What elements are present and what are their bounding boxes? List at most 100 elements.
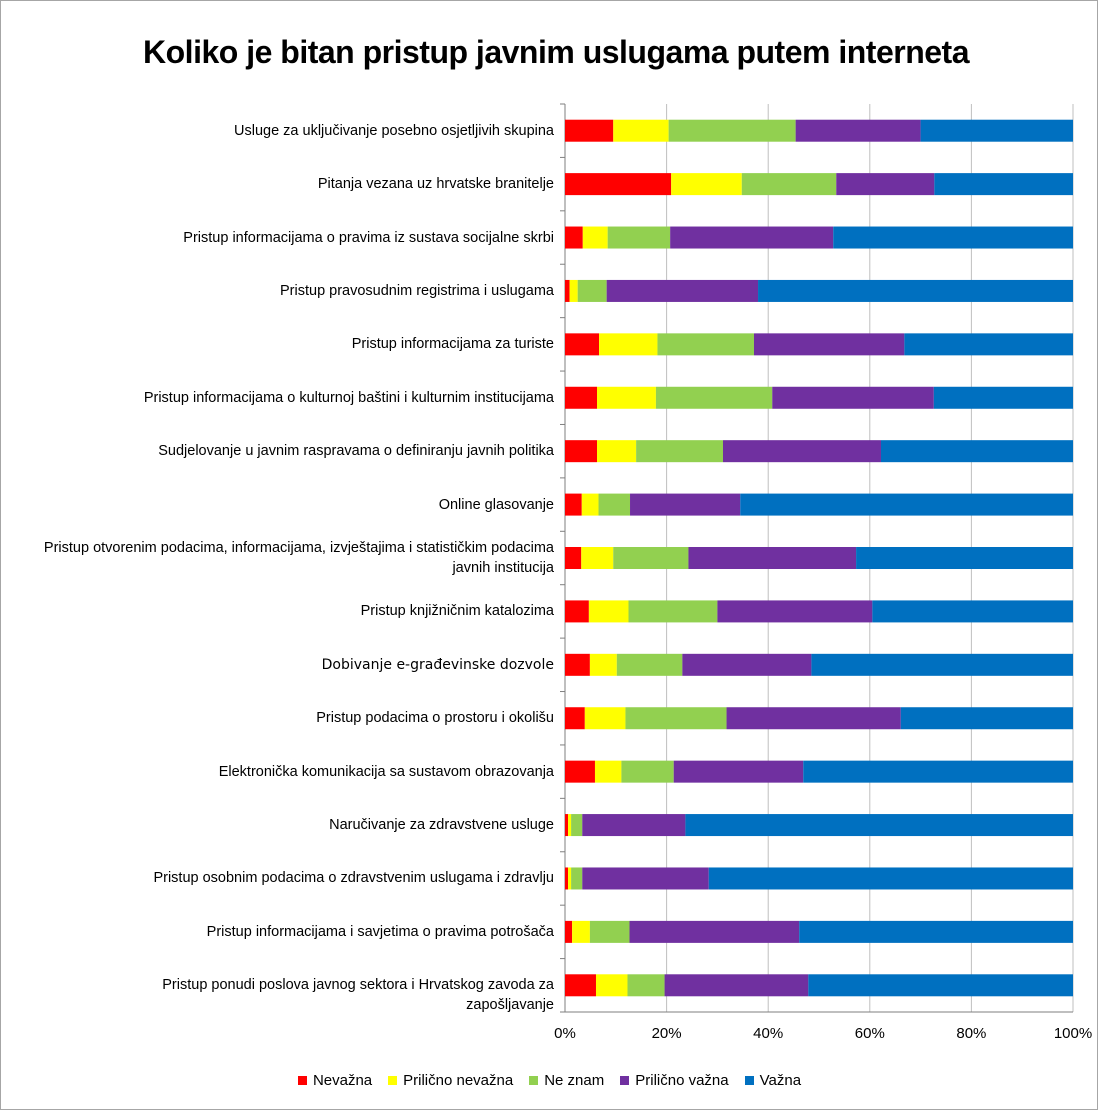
bar-segment-4-1 xyxy=(599,333,658,356)
bar-segment-4-4 xyxy=(904,333,1073,356)
legend-swatch xyxy=(744,1076,754,1085)
bar-segment-11-0 xyxy=(565,707,585,730)
bar-segment-13-3 xyxy=(582,814,686,837)
bar-segment-3-3 xyxy=(606,279,759,302)
bar-segment-10-1 xyxy=(589,653,617,676)
bar-segment-5-2 xyxy=(655,386,773,409)
bar-segment-9-4 xyxy=(872,600,1073,623)
bar-segment-14-2 xyxy=(571,867,583,890)
bar-segment-10-4 xyxy=(811,653,1073,676)
bar-segment-8-2 xyxy=(613,547,689,569)
bar-segment-6-0 xyxy=(565,440,598,463)
category-label: Online glasovanje xyxy=(438,496,554,513)
legend-label: Prilično važna xyxy=(635,1072,729,1089)
bar-segment-5-0 xyxy=(565,386,598,409)
category-label: Pristup ponudi poslova javnog sektora i … xyxy=(162,977,554,1014)
bar-segment-9-3 xyxy=(717,600,873,623)
bar-segment-11-1 xyxy=(584,707,626,730)
category-label: Pristup informacijama o kulturnoj baštin… xyxy=(143,389,554,406)
bar-segment-5-3 xyxy=(772,386,934,409)
bar-segment-1-4 xyxy=(934,173,1073,196)
bar-segment-0-2 xyxy=(668,119,796,142)
legend: Nevažna Prilično nevažna Ne znam Prilično v… xyxy=(0,1072,1099,1089)
legend-item: Nevažna xyxy=(297,1072,373,1089)
legend-label: Prilično nevažna xyxy=(403,1072,514,1089)
legend-item: Prilično nevažna xyxy=(388,1072,513,1089)
bar-segment-13-0 xyxy=(565,814,569,837)
bar-segment-14-0 xyxy=(565,867,569,890)
bar-segment-12-0 xyxy=(565,760,595,783)
bar-segment-15-2 xyxy=(589,920,630,943)
bar-segment-0-0 xyxy=(565,119,614,142)
category-label: Pristup informacijama i savjetima o prav… xyxy=(206,923,554,940)
bar-segment-16-3 xyxy=(664,974,809,997)
bar-segment-3-4 xyxy=(758,279,1073,302)
category-label: Pristup osobnim podacima o zdravstvenim … xyxy=(153,870,554,887)
bar-segment-2-4 xyxy=(833,226,1073,249)
category-label: Naručivanje za zdravstvene usluge xyxy=(329,817,554,834)
bar-segment-6-3 xyxy=(722,440,881,463)
x-tick-label: 20% xyxy=(651,1025,682,1042)
category-label: Sudjelovanje u javnim raspravama o defin… xyxy=(158,443,554,460)
bar-segment-0-1 xyxy=(613,119,669,142)
bar-segment-10-3 xyxy=(682,653,812,676)
bar-segment-7-0 xyxy=(565,493,582,516)
legend-item: Ne znam xyxy=(529,1072,604,1089)
bar-segment-14-4 xyxy=(708,867,1073,890)
bar-segment-9-0 xyxy=(565,600,589,623)
bar-segment-7-1 xyxy=(581,493,599,516)
bar-segment-4-0 xyxy=(565,333,600,356)
bar-segment-6-1 xyxy=(597,440,637,463)
bar-segment-8-0 xyxy=(565,547,582,569)
bar-segment-11-4 xyxy=(900,707,1073,730)
x-tick-label: 60% xyxy=(854,1025,885,1042)
bar-segment-4-2 xyxy=(657,333,754,356)
x-tick-label: 0% xyxy=(554,1025,576,1042)
bar-segment-15-0 xyxy=(565,920,573,943)
bar-segment-16-2 xyxy=(627,974,665,997)
bar-segment-12-3 xyxy=(673,760,804,783)
bar-segment-0-4 xyxy=(920,119,1073,142)
legend-item: Važna xyxy=(744,1072,801,1089)
category-label: Pristup podacima o prostoru i okolišu xyxy=(316,710,554,727)
category-label: Elektronička komunikacija sa sustavom ob… xyxy=(218,763,554,780)
bar-segment-2-1 xyxy=(582,226,608,249)
bar-segment-3-0 xyxy=(565,279,570,302)
chart-title: Koliko je bitan pristup javnim uslugama … xyxy=(143,34,969,70)
bar-segment-7-4 xyxy=(740,493,1073,516)
category-label: Usluge za uključivanje posebno osjetljiv… xyxy=(234,122,554,139)
legend-item: Prilično važna xyxy=(620,1072,729,1089)
bar-segment-2-0 xyxy=(565,226,583,249)
x-tick-label: 100% xyxy=(1053,1025,1093,1042)
legend-label: Ne znam xyxy=(544,1072,605,1089)
bar-segment-5-1 xyxy=(597,386,656,409)
bar-segment-10-0 xyxy=(565,653,590,676)
bar-segment-16-1 xyxy=(595,974,628,997)
bar-segment-16-0 xyxy=(565,974,596,997)
bar-segment-14-3 xyxy=(582,867,709,890)
bar-segment-7-2 xyxy=(598,493,631,516)
bar-segment-1-1 xyxy=(671,173,742,196)
category-label: Pristup pravosudnim registrima i uslugam… xyxy=(280,282,554,299)
bar-segment-12-2 xyxy=(621,760,674,783)
bar-segment-1-0 xyxy=(565,173,672,196)
category-label: Pitanja vezana uz hrvatske branitelje xyxy=(317,176,554,193)
bar-segment-6-4 xyxy=(880,440,1073,463)
bar-segment-11-3 xyxy=(726,707,901,730)
bar-segment-3-2 xyxy=(577,279,607,302)
bar-segment-4-3 xyxy=(753,333,905,356)
category-label: Pristup informacijama za turiste xyxy=(351,336,554,353)
bar-segment-8-1 xyxy=(581,547,614,569)
bar-segment-13-4 xyxy=(685,814,1073,837)
category-label: Dobivanje e-građevinske dozvole xyxy=(321,656,554,673)
bar-segment-12-4 xyxy=(803,760,1073,783)
bar-segment-9-1 xyxy=(588,600,629,623)
bar-segment-16-4 xyxy=(808,974,1073,997)
x-tick-label: 40% xyxy=(753,1025,784,1042)
bar-segment-15-3 xyxy=(629,920,800,943)
bar-segment-1-2 xyxy=(741,173,837,196)
bar-segment-8-3 xyxy=(688,547,857,569)
legend-label: Nevažna xyxy=(312,1072,373,1089)
bar-segment-14-1 xyxy=(568,867,572,890)
